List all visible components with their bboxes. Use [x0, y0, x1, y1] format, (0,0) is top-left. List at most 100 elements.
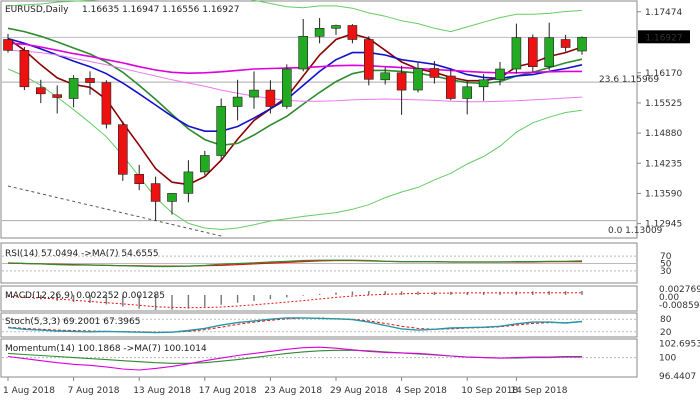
bear-candle	[134, 174, 144, 185]
bull-candle	[511, 37, 522, 70]
macd-bar	[482, 292, 485, 295]
macd-bar	[384, 291, 386, 295]
macd-bar	[89, 295, 91, 303]
macd-bars	[7, 291, 583, 310]
momentum-y-tick-label: 100	[659, 354, 676, 364]
x-tick-label: 1 Aug 2018	[3, 386, 55, 396]
bull-candle	[380, 72, 391, 81]
bear-candle	[3, 39, 13, 51]
fib-23-6-label: 23.6 1.15969	[599, 75, 659, 85]
macd-bar	[302, 295, 304, 296]
x-axis: 1 Aug 2018 7 Aug 2018 13 Aug 2018 17 Aug 20…	[3, 377, 568, 396]
bear-candle	[560, 39, 571, 48]
price-y-tick-label: 1.17474	[645, 8, 682, 18]
price-gridlines	[2, 36, 636, 222]
bear-candle	[52, 94, 63, 98]
momentum-line	[7, 346, 582, 371]
macd-bar	[72, 295, 75, 302]
macd-bar	[187, 295, 190, 309]
macd-y-tick-label: -0.008594	[659, 301, 700, 311]
bull-candle	[249, 89, 259, 98]
bull-candle	[68, 78, 79, 99]
rsi-line	[7, 259, 583, 268]
macd-bar	[253, 295, 255, 301]
macd-bar	[417, 291, 419, 295]
current-price-text: 1.16927	[645, 33, 682, 43]
bull-candle	[478, 79, 489, 88]
macd-bar	[220, 295, 222, 305]
macd-bar	[23, 295, 26, 299]
bear-candle	[19, 49, 30, 88]
ohlc-label: 1.16635 1.16947 1.16556 1.16927	[82, 5, 239, 15]
stoch-y-tick-label: 80	[660, 315, 672, 325]
bear-candle	[118, 124, 128, 175]
price-y-tick-label: 1.12945	[645, 220, 682, 230]
momentum-lines	[2, 346, 636, 371]
macd-label: MACD(12,26,9) 0.002252 0.001285	[5, 291, 165, 301]
stoch-lines	[2, 317, 636, 334]
rsi-y-tick-label: 30	[660, 267, 672, 277]
x-tick-label: 17 Aug 2018	[199, 386, 257, 396]
macd-bar	[564, 291, 567, 295]
macd-bar	[581, 291, 583, 295]
bear-candle	[347, 25, 358, 40]
macd-bar	[204, 295, 206, 307]
stoch-label: Stoch(5,3,3) 69.2001 67.3965	[5, 317, 140, 327]
rsi-y-tick-label: 70	[660, 252, 672, 262]
macd-bar	[318, 293, 321, 295]
x-tick-label: 13 Aug 2018	[133, 386, 191, 396]
macd-bar	[105, 295, 108, 305]
price-candles	[3, 18, 587, 221]
macd-bar	[7, 295, 9, 297]
bull-candle	[577, 36, 587, 52]
x-tick-label: 4 Sep 2018	[396, 386, 448, 396]
bull-candle	[216, 106, 226, 156]
macd-bar	[400, 291, 403, 295]
price-y-axis: 1.17474 1.16170 1.15525 1.14880 1.14235 1.135…	[637, 8, 682, 230]
bear-candle	[396, 72, 407, 91]
stoch-panel-frame	[0, 312, 638, 338]
macd-bar	[368, 291, 370, 295]
ma_magenta-line	[7, 42, 582, 75]
price-y-tick-label: 1.14880	[645, 129, 682, 139]
x-tick-label: 7 Aug 2018	[68, 386, 120, 396]
bear-candle	[35, 87, 46, 95]
momentum-y-tick-label: 96.4407	[659, 372, 696, 382]
bull-candle	[167, 193, 177, 202]
bear-candle	[265, 89, 276, 107]
bear-candle	[150, 183, 161, 202]
macd-bar	[138, 295, 140, 309]
ma_blue-line	[7, 37, 583, 132]
x-tick-label: 29 Aug 2018	[330, 386, 388, 396]
macd-y-tick-label: 0.002769	[659, 285, 700, 295]
bull-candle	[314, 27, 325, 37]
macd-bar	[56, 295, 58, 301]
bull-candle	[413, 68, 423, 91]
stoch-y-tick-label: 20	[660, 328, 672, 338]
rsi-y-tick-label: 50	[660, 260, 672, 270]
rsi-label: RSI(14) 57.0494 ->MA(7) 54.6555	[5, 249, 159, 259]
price-y-tick-label: 1.13590	[645, 189, 682, 199]
bear-candle	[101, 82, 112, 125]
macd-bar	[122, 295, 124, 307]
x-tick-label: 23 Aug 2018	[264, 386, 322, 396]
macd-bar	[433, 291, 436, 295]
macd-bar	[269, 295, 272, 300]
bull-candle	[200, 155, 210, 173]
x-tick-label: 14 Sep 2018	[510, 386, 567, 396]
bear-candle	[445, 75, 456, 99]
bull-candle	[183, 171, 194, 194]
stoch-main-line	[7, 317, 583, 334]
momentum-y-tick-label: 102.6953	[659, 340, 700, 350]
fib-0-label: 0.0 1.13009	[608, 226, 663, 236]
bull-candle	[462, 86, 473, 99]
dashed-trend-line	[7, 185, 222, 237]
bear-candle	[363, 39, 374, 80]
current-price-tag: 1.16927	[638, 30, 690, 44]
macd-bar	[236, 295, 239, 303]
symbol-timeframe-label: EURUSD,Daily	[5, 5, 69, 15]
